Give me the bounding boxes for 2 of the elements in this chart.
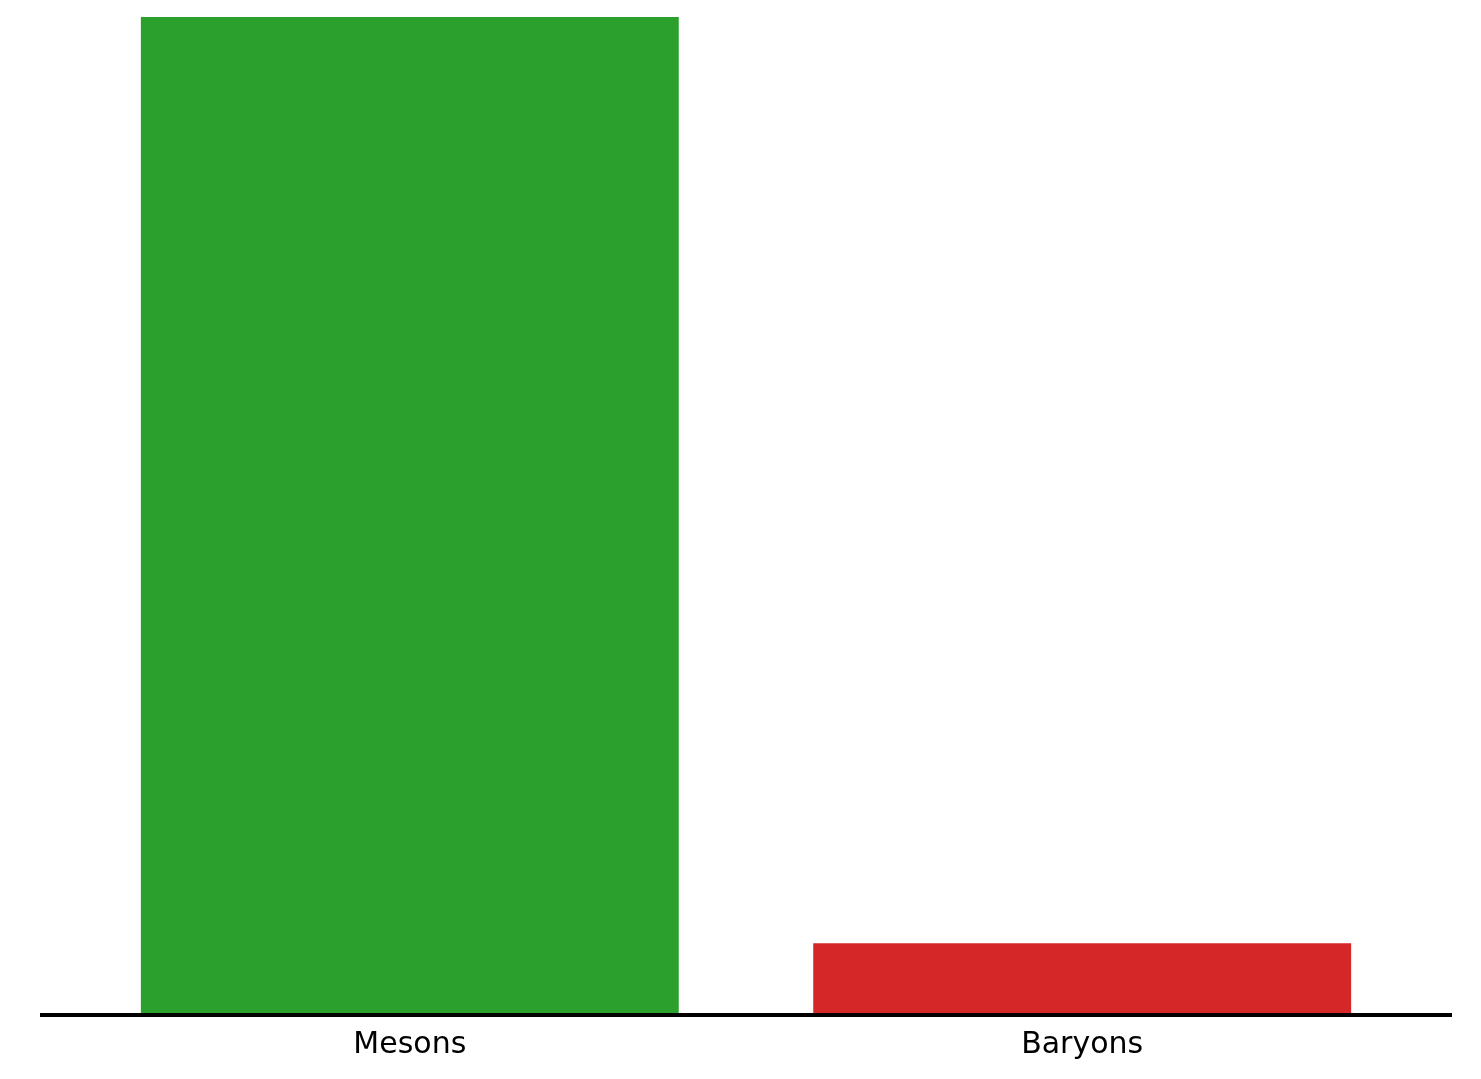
x-tick-label: Baryons: [1021, 1025, 1144, 1060]
x-tick-label: Mesons: [353, 1025, 467, 1060]
